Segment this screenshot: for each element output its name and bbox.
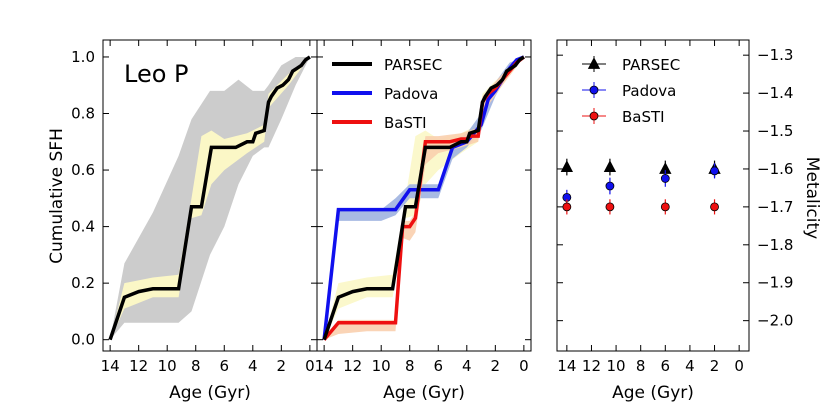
p1-ytick-label-1: 1.0 bbox=[71, 48, 95, 66]
p3-point-basti-2 bbox=[660, 202, 670, 212]
p3-legend-label-parsec: PARSEC bbox=[622, 56, 680, 74]
p1-ytick-label-0.8: 0.8 bbox=[71, 105, 95, 123]
p3-point-basti-3 bbox=[710, 202, 719, 212]
p3-legend-marker-basti bbox=[589, 111, 599, 121]
panel-3-frame bbox=[556, 39, 750, 352]
p3-xtick-label-14: 14 bbox=[557, 357, 576, 375]
p2-line-parsec bbox=[322, 55, 525, 341]
y-axis-label-metalicity: Metalicity bbox=[802, 157, 822, 239]
p1-band-random bbox=[110, 57, 310, 340]
p1-xtick-label-8: 8 bbox=[191, 357, 201, 375]
p2-xtick-label-10: 10 bbox=[372, 357, 391, 375]
panel-isochrone-comparison: 14 12 10 8 6 4 2 0 PARSEC Padova BaSTI bbox=[315, 39, 532, 375]
p3-legend-label-basti: BaSTI bbox=[622, 108, 665, 126]
p2-xtick-label-0: 0 bbox=[519, 357, 529, 375]
p1-xtick-label-14: 14 bbox=[101, 357, 120, 375]
p3-xtick-label-2: 2 bbox=[710, 357, 720, 375]
p3-xtick-label-0: 0 bbox=[734, 357, 744, 375]
p3-legend-marker-parsec bbox=[587, 57, 601, 69]
p3-xtick-label-12: 12 bbox=[582, 357, 601, 375]
p1-xtick-label-10: 10 bbox=[158, 357, 177, 375]
panel-2-legend: PARSEC Padova BaSTI bbox=[332, 56, 442, 132]
panel-metallicity: −2.0 −1.9 −1.8 −1.7 −1.6 −1.5 −1.4 −1.3 14 12 10 8 6… bbox=[556, 39, 793, 375]
p2-legend-label-basti: BaSTI bbox=[384, 114, 427, 132]
p3-ytick-label--1.4: −1.4 bbox=[757, 84, 793, 102]
p3-ytick-label--1.7: −1.7 bbox=[757, 198, 793, 216]
panel-leo-p-sfh: 0.0 0.2 0.4 0.6 0.8 1.0 14 12 10 8 6 4 2 0 Leo P bbox=[71, 39, 318, 375]
x-axis-label-panel-2: Age (Gyr) bbox=[383, 383, 465, 403]
y-axis-label-cumulative-sfh: Cumulative SFH bbox=[47, 128, 67, 264]
p2-xtick-label-2: 2 bbox=[491, 357, 501, 375]
p3-legend-marker-padova bbox=[589, 85, 599, 95]
p1-xtick-label-6: 6 bbox=[219, 357, 229, 375]
p1-line-parsec bbox=[108, 55, 311, 341]
p3-point-parsec-1 bbox=[603, 160, 617, 172]
p3-ytick-label--2: −2.0 bbox=[757, 312, 793, 330]
p3-xtick-label-6: 6 bbox=[661, 357, 671, 375]
p1-xtick-label-0: 0 bbox=[305, 357, 315, 375]
p2-legend-label-padova: Padova bbox=[384, 85, 438, 103]
p3-xtick-label-10: 10 bbox=[607, 357, 626, 375]
p2-band-padova-random bbox=[324, 57, 524, 340]
p1-ytick-label-0.4: 0.4 bbox=[71, 218, 95, 236]
p2-xtick-label-12: 12 bbox=[343, 357, 362, 375]
p3-point-padova-3 bbox=[710, 166, 719, 176]
p3-ytick-label--1.9: −1.9 bbox=[757, 274, 793, 292]
panel-1-title: Leo P bbox=[124, 60, 189, 88]
p1-xtick-label-4: 4 bbox=[248, 357, 258, 375]
p2-legend-label-parsec: PARSEC bbox=[384, 56, 442, 74]
p3-point-basti-1 bbox=[605, 202, 615, 212]
p3-point-parsec-0 bbox=[560, 160, 574, 172]
p1-ytick-label-0.2: 0.2 bbox=[71, 274, 95, 292]
p3-ytick-label--1.8: −1.8 bbox=[757, 236, 793, 254]
p2-xtick-label-4: 4 bbox=[462, 357, 472, 375]
p1-xtick-label-2: 2 bbox=[277, 357, 287, 375]
p1-xtick-label-12: 12 bbox=[129, 357, 148, 375]
p3-xtick-label-8: 8 bbox=[636, 357, 646, 375]
x-axis-label-panel-1: Age (Gyr) bbox=[169, 383, 251, 403]
panel-2-frame bbox=[316, 39, 532, 352]
p3-point-basti-0 bbox=[562, 202, 572, 212]
p3-ytick-label--1.3: −1.3 bbox=[757, 46, 793, 64]
x-axis-label-panel-3: Age (Gyr) bbox=[612, 383, 694, 403]
p1-ytick-label-0: 0.0 bbox=[71, 331, 95, 349]
p2-xtick-label-6: 6 bbox=[433, 357, 443, 375]
p3-point-padova-1 bbox=[605, 181, 615, 191]
p2-xtick-label-14: 14 bbox=[315, 357, 334, 375]
p2-xtick-label-8: 8 bbox=[405, 357, 415, 375]
panel-3-legend: PARSEC Padova BaSTI bbox=[582, 56, 680, 126]
p3-ytick-label--1.5: −1.5 bbox=[757, 122, 793, 140]
p3-point-padova-2 bbox=[660, 174, 670, 183]
p3-legend-label-padova: Padova bbox=[622, 82, 676, 100]
p3-xtick-label-4: 4 bbox=[685, 357, 695, 375]
p3-ytick-label--1.6: −1.6 bbox=[757, 160, 793, 178]
p1-ytick-label-0.6: 0.6 bbox=[71, 161, 95, 179]
